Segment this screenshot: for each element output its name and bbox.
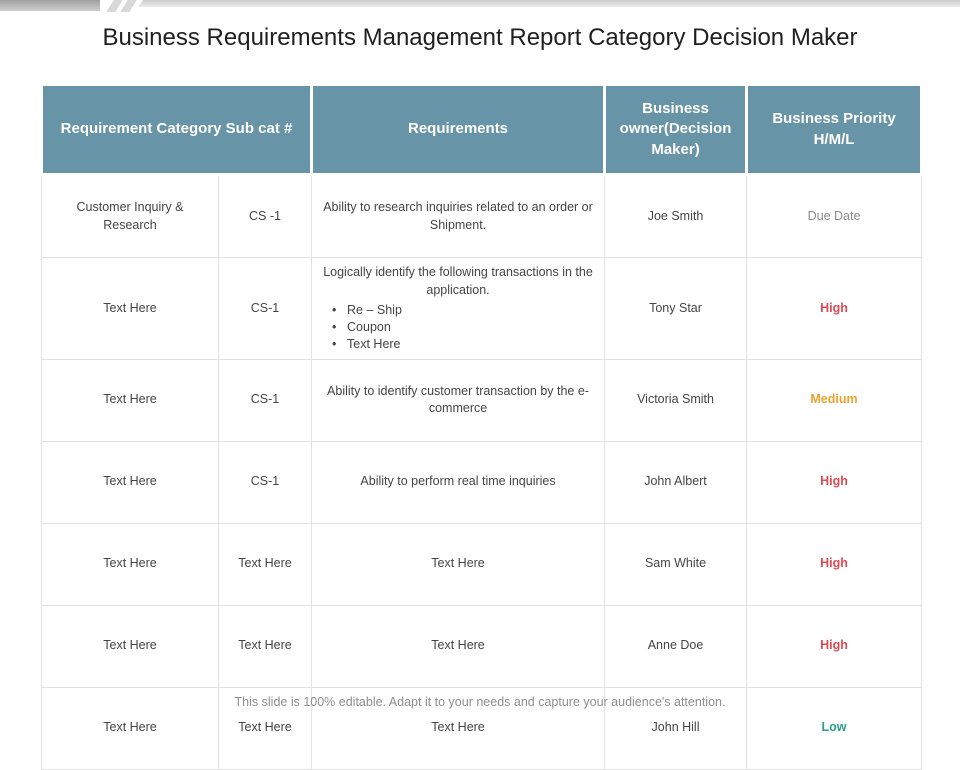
cell-owner: Victoria Smith bbox=[604, 358, 748, 442]
priority-value: High bbox=[820, 474, 848, 489]
requirement-bullets: Re – ShipCouponText Here bbox=[320, 302, 596, 353]
requirements-table: Requirement Category Sub cat # Requireme… bbox=[39, 83, 924, 770]
footer-note: This slide is 100% editable. Adapt it to… bbox=[234, 695, 726, 709]
priority-value: Due Date bbox=[807, 208, 861, 223]
table-row: Text Here Text Here Text Here Sam White High bbox=[41, 522, 923, 606]
requirement-text: Ability to research inquiries related to… bbox=[323, 200, 593, 232]
cell-priority: Medium bbox=[746, 358, 923, 442]
cell-priority: Due Date bbox=[746, 174, 923, 258]
priority-value: Medium bbox=[810, 392, 858, 407]
requirement-bullet-item: Re – Ship bbox=[330, 302, 596, 319]
deco-bar-left bbox=[0, 0, 100, 11]
requirement-text: Text Here bbox=[431, 720, 485, 735]
cell-subcat: CS-1 bbox=[217, 358, 313, 442]
cell-category: Text Here bbox=[41, 522, 219, 606]
requirement-text: Ability to identify customer transaction… bbox=[327, 383, 589, 416]
cell-owner: Joe Smith bbox=[604, 174, 748, 258]
cell-owner: John Albert bbox=[604, 440, 748, 524]
cell-requirement: Text Here bbox=[311, 604, 606, 688]
cell-requirement: Text Here bbox=[311, 522, 606, 606]
cell-category: Text Here bbox=[41, 604, 219, 688]
cell-requirement: Ability to perform real time inquiries bbox=[311, 440, 606, 524]
header-business-owner: Business owner(Decision Maker) bbox=[603, 83, 749, 176]
cell-priority: High bbox=[746, 440, 923, 524]
cell-category: Text Here bbox=[41, 440, 219, 524]
page-title: Business Requirements Management Report … bbox=[102, 24, 858, 51]
cell-subcat: Text Here bbox=[217, 604, 313, 688]
requirement-bullet-item: Text Here bbox=[330, 336, 596, 353]
table-header: Requirement Category Sub cat # Requireme… bbox=[39, 83, 924, 176]
table-row: Text Here CS-1 Logically identify the foll… bbox=[41, 257, 923, 360]
cell-priority: High bbox=[746, 257, 923, 360]
requirement-text: Ability to perform real time inquiries bbox=[360, 474, 556, 489]
cell-category: Customer Inquiry & Research bbox=[41, 174, 219, 258]
cell-requirement: Logically identify the following transac… bbox=[311, 257, 606, 360]
priority-value: Low bbox=[821, 720, 847, 735]
cell-subcat: CS-1 bbox=[217, 440, 313, 524]
table-row: Text Here CS-1 Ability to perform real tim… bbox=[41, 440, 923, 524]
cell-owner: Sam White bbox=[604, 522, 748, 606]
cell-subcat: CS-1 bbox=[217, 257, 313, 360]
header-requirement-category: Requirement Category Sub cat # bbox=[39, 83, 314, 176]
requirement-text: Text Here bbox=[431, 638, 485, 653]
table-row: Text Here Text Here Text Here Anne Doe High bbox=[41, 604, 923, 688]
cell-priority: High bbox=[746, 522, 923, 606]
slide: Business Requirements Management Report … bbox=[0, 0, 960, 720]
cell-subcat: Text Here bbox=[217, 522, 313, 606]
cell-category: Text Here bbox=[41, 257, 219, 360]
cell-subcat: CS -1 bbox=[217, 174, 313, 258]
header-requirements: Requirements bbox=[310, 83, 607, 176]
header-business-priority: Business Priority H/M/L bbox=[745, 83, 924, 176]
requirement-text: Logically identify the following transac… bbox=[323, 265, 593, 297]
cell-owner: Tony Star bbox=[604, 257, 748, 360]
requirement-bullet-item: Coupon bbox=[330, 319, 596, 336]
slash-decoration-icon bbox=[120, 0, 137, 12]
priority-value: High bbox=[820, 638, 848, 653]
cell-requirement: Ability to identify customer transaction… bbox=[311, 358, 606, 442]
table-row: Customer Inquiry & Research CS -1 Ability … bbox=[41, 174, 923, 258]
cell-owner: Anne Doe bbox=[604, 604, 748, 688]
priority-value: High bbox=[820, 300, 848, 315]
deco-bar-right bbox=[138, 0, 960, 7]
cell-requirement: Ability to research inquiries related to… bbox=[311, 174, 606, 258]
requirements-table-wrap: Requirement Category Sub cat # Requireme… bbox=[39, 83, 924, 770]
table-row: Text Here CS-1 Ability to identify custome… bbox=[41, 358, 923, 442]
table-body: Customer Inquiry & Research CS -1 Ability … bbox=[41, 174, 923, 770]
cell-category: Text Here bbox=[41, 358, 219, 442]
priority-value: High bbox=[820, 556, 848, 571]
requirement-text: Text Here bbox=[431, 556, 485, 571]
header-row: Requirement Category Sub cat # Requireme… bbox=[39, 83, 924, 176]
cell-priority: High bbox=[746, 604, 923, 688]
